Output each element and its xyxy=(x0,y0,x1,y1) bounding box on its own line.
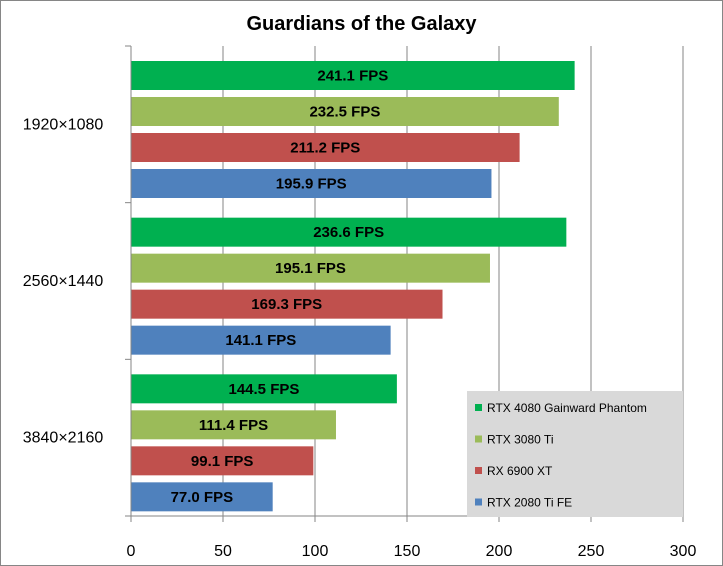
legend-label-rtx-4080-gainward-phantom: RTX 4080 Gainward Phantom xyxy=(487,401,647,415)
bar-rtx-3080-ti-2560-1440 xyxy=(131,253,490,283)
category-label-3840-2160: 3840×2160 xyxy=(23,430,104,447)
bar-rx-6900-xt-3840-2160 xyxy=(131,446,314,476)
data-label-rtx-2080-ti-fe-2560-1440: 141.1 FPS xyxy=(225,332,296,349)
x-tick-label-150: 150 xyxy=(394,543,421,560)
data-label-rtx-4080-gainward-phantom-1920-1080: 241.1 FPS xyxy=(317,68,388,85)
data-label-rtx-2080-ti-fe-1920-1080: 195.9 FPS xyxy=(276,176,347,193)
bar-rtx-2080-ti-fe-3840-2160 xyxy=(131,482,273,512)
legend-swatch-rtx-3080-ti xyxy=(475,435,482,443)
legend-label-rtx-2080-ti-fe: RTX 2080 Ti FE xyxy=(487,496,572,510)
x-tick-label-300: 300 xyxy=(670,543,697,560)
legend-box xyxy=(467,391,683,517)
category-label-1920-1080: 1920×1080 xyxy=(23,116,104,133)
chart-title: Guardians of the Galaxy xyxy=(246,13,477,35)
legend-swatch-rx-6900-xt xyxy=(475,467,482,474)
bar-rtx-4080-gainward-phantom-3840-2160 xyxy=(131,374,397,404)
bar-rtx-3080-ti-1920-1080 xyxy=(131,97,559,126)
x-tick-label-100: 100 xyxy=(302,543,329,560)
bar-rtx-4080-gainward-phantom-1920-1080 xyxy=(131,61,575,90)
data-label-rtx-3080-ti-3840-2160: 111.4 FPS xyxy=(199,417,268,434)
data-label-rtx-4080-gainward-phantom-3840-2160: 144.5 FPS xyxy=(228,381,299,398)
category-label-2560-1440: 2560×1440 xyxy=(23,273,104,290)
legend-swatch-rtx-2080-ti-fe xyxy=(475,498,482,506)
legend-swatch-rtx-4080-gainward-phantom xyxy=(475,404,482,411)
data-label-rtx-2080-ti-fe-3840-2160: 77.0 FPS xyxy=(171,489,234,506)
data-label-rx-6900-xt-2560-1440: 169.3 FPS xyxy=(251,296,322,313)
data-label-rx-6900-xt-1920-1080: 211.2 FPS xyxy=(290,140,360,157)
legend-label-rtx-3080-ti: RTX 3080 Ti xyxy=(487,433,553,447)
bar-rtx-4080-gainward-phantom-2560-1440 xyxy=(131,217,567,247)
bar-rtx-3080-ti-3840-2160 xyxy=(131,410,336,440)
bar-rtx-2080-ti-fe-1920-1080 xyxy=(131,169,492,198)
data-label-rtx-3080-ti-1920-1080: 232.5 FPS xyxy=(309,104,380,121)
x-tick-label-50: 50 xyxy=(214,543,232,560)
data-label-rtx-3080-ti-2560-1440: 195.1 FPS xyxy=(275,260,346,277)
x-tick-label-0: 0 xyxy=(127,543,136,560)
x-tick-label-250: 250 xyxy=(578,543,605,560)
bar-rtx-2080-ti-fe-2560-1440 xyxy=(131,325,391,355)
x-tick-label-200: 200 xyxy=(486,543,513,560)
bar-rx-6900-xt-2560-1440 xyxy=(131,289,443,319)
data-label-rtx-4080-gainward-phantom-2560-1440: 236.6 FPS xyxy=(313,224,384,241)
bar-rx-6900-xt-1920-1080 xyxy=(131,133,520,162)
legend-label-rx-6900-xt: RX 6900 XT xyxy=(487,464,553,478)
data-label-rx-6900-xt-3840-2160: 99.1 FPS xyxy=(191,453,254,470)
